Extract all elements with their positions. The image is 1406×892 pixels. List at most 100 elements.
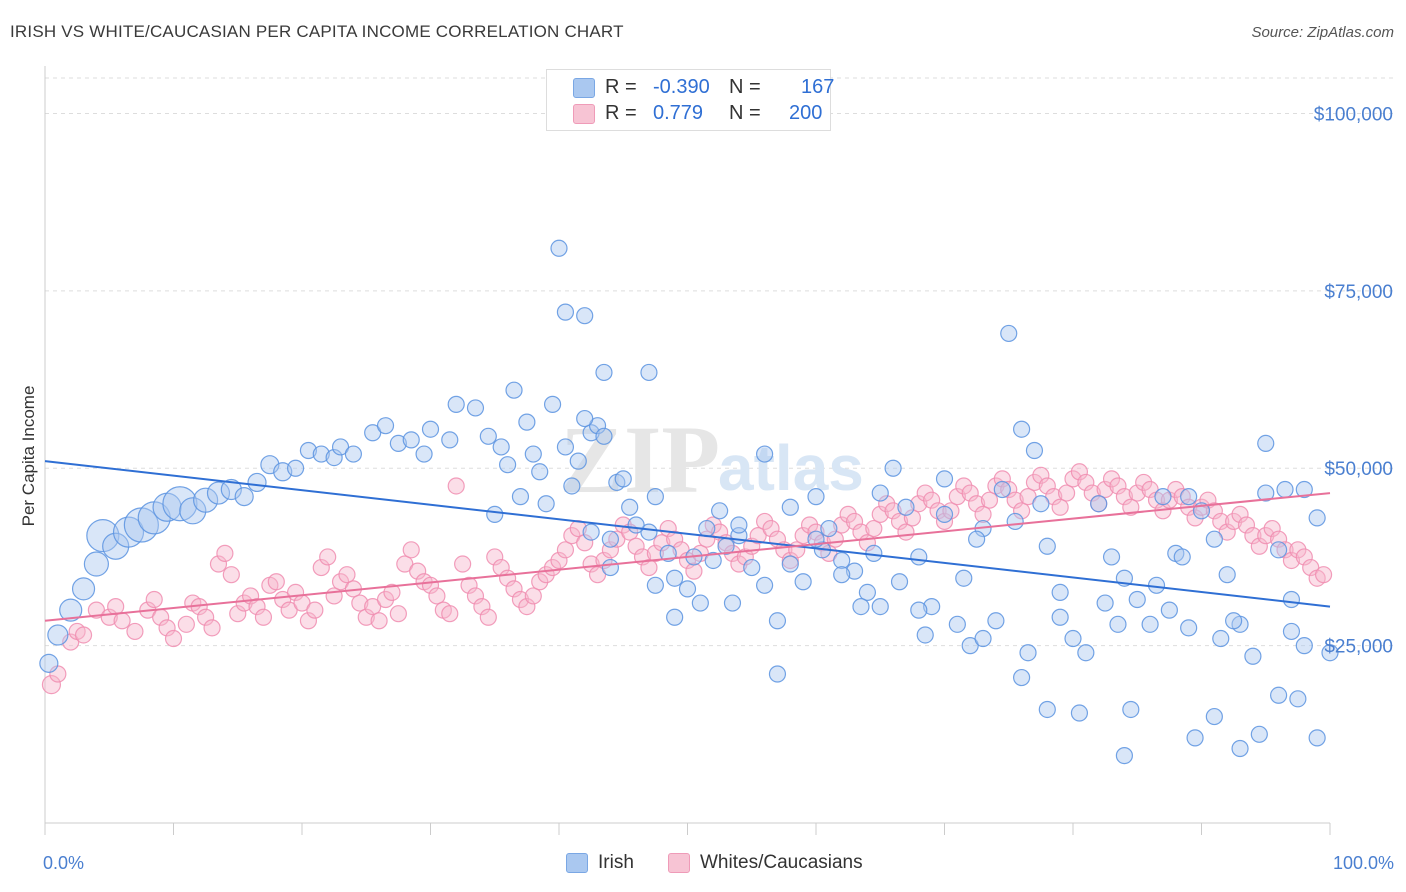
irish-point bbox=[582, 523, 600, 541]
whites-point bbox=[666, 530, 684, 548]
legend-r-value: 0.779 bbox=[653, 102, 704, 124]
whites-point bbox=[74, 626, 93, 644]
irish-point bbox=[1218, 566, 1236, 584]
irish-point bbox=[112, 516, 145, 548]
irish-point bbox=[935, 505, 954, 523]
whites-point bbox=[1282, 551, 1301, 570]
irish-point bbox=[955, 569, 973, 587]
irish-point bbox=[948, 615, 966, 633]
irish-point bbox=[556, 438, 575, 456]
trend-lines bbox=[44, 460, 1331, 622]
whites-point bbox=[576, 534, 594, 552]
irish-point bbox=[1257, 484, 1275, 502]
irish-point bbox=[102, 532, 130, 560]
irish-point bbox=[852, 597, 870, 616]
whites-point bbox=[871, 505, 889, 523]
bottom-legend-swatch-irish bbox=[566, 853, 588, 873]
irish-point bbox=[1051, 583, 1069, 602]
irish-point bbox=[563, 477, 581, 495]
irish-point bbox=[755, 576, 774, 594]
irish-point bbox=[299, 441, 318, 460]
bottom-legend-swatch-whites bbox=[668, 853, 690, 873]
whites-point bbox=[730, 555, 748, 573]
whites-point bbox=[1244, 527, 1262, 545]
whites-point bbox=[1135, 473, 1153, 492]
whites-point bbox=[383, 583, 401, 602]
whites-point bbox=[1276, 541, 1294, 559]
irish-point bbox=[871, 597, 889, 616]
irish-point bbox=[884, 459, 902, 477]
whites-point bbox=[145, 590, 163, 609]
irish-point bbox=[923, 597, 941, 616]
irish-point bbox=[1090, 495, 1108, 513]
y-axis-title: Per Capita Income bbox=[19, 386, 38, 527]
y-tick-label: $25,000 bbox=[1324, 637, 1393, 658]
irish-point bbox=[441, 431, 459, 449]
legend-r-value: -0.390 bbox=[653, 76, 710, 98]
irish-point bbox=[531, 463, 549, 481]
irish-point bbox=[666, 608, 684, 626]
whites-point bbox=[254, 608, 273, 626]
whites-point bbox=[473, 597, 491, 616]
whites-point bbox=[794, 527, 812, 545]
whites-point bbox=[640, 558, 658, 577]
chart-title: IRISH VS WHITE/CAUCASIAN PER CAPITA INCO… bbox=[10, 22, 624, 41]
whites-point bbox=[402, 541, 420, 559]
whites-point bbox=[209, 555, 228, 573]
whites-point bbox=[923, 491, 941, 509]
irish-point bbox=[1154, 488, 1172, 506]
irish-point bbox=[344, 445, 362, 463]
whites-point bbox=[646, 544, 664, 562]
irish-point bbox=[1308, 509, 1326, 527]
whites-point bbox=[582, 555, 600, 573]
irish-point bbox=[890, 573, 909, 591]
whites-point bbox=[961, 484, 979, 502]
irish-point bbox=[730, 516, 748, 534]
irish-point bbox=[1205, 707, 1223, 726]
whites-point bbox=[1070, 463, 1089, 481]
whites-point bbox=[325, 587, 343, 605]
legend-n-value: 200 bbox=[789, 102, 823, 124]
irish-point bbox=[910, 548, 928, 566]
irish-point bbox=[794, 573, 812, 591]
irish-point bbox=[376, 417, 395, 435]
whites-point bbox=[299, 612, 318, 630]
irish-point bbox=[1096, 594, 1114, 612]
whites-point bbox=[916, 484, 934, 502]
whites-point bbox=[1128, 484, 1146, 502]
whites-point bbox=[479, 608, 497, 626]
whites-point bbox=[556, 541, 575, 559]
irish-point bbox=[1212, 629, 1230, 648]
irish-point bbox=[723, 594, 742, 612]
irish-point bbox=[845, 562, 864, 580]
irish-point bbox=[833, 566, 851, 584]
irish-point bbox=[511, 488, 530, 506]
whites-point bbox=[762, 519, 780, 538]
whites-point bbox=[1225, 512, 1243, 531]
irish-point bbox=[524, 445, 542, 463]
irish-point bbox=[550, 239, 568, 257]
irish-point bbox=[1289, 690, 1307, 708]
whites-point bbox=[505, 580, 523, 598]
whites-point bbox=[1000, 480, 1018, 499]
axes bbox=[44, 66, 1331, 835]
irish-point bbox=[466, 399, 485, 417]
irish-point bbox=[601, 558, 620, 577]
whites-point bbox=[1314, 566, 1333, 584]
x-tick-label: 100.0% bbox=[1333, 853, 1394, 873]
irish-point bbox=[1276, 480, 1294, 499]
irish-point bbox=[621, 498, 639, 516]
whites-point bbox=[312, 558, 330, 577]
irish-point bbox=[421, 420, 440, 438]
whites-point bbox=[376, 590, 395, 609]
irish-point bbox=[1282, 590, 1301, 609]
whites-point bbox=[126, 622, 144, 641]
legend-r-label: R = bbox=[605, 76, 637, 98]
whites-point bbox=[518, 597, 536, 616]
whites-point bbox=[1006, 491, 1024, 509]
whites-point bbox=[788, 541, 806, 559]
irish-point bbox=[286, 459, 305, 477]
whites-point bbox=[351, 594, 369, 612]
irish-point bbox=[179, 497, 207, 525]
